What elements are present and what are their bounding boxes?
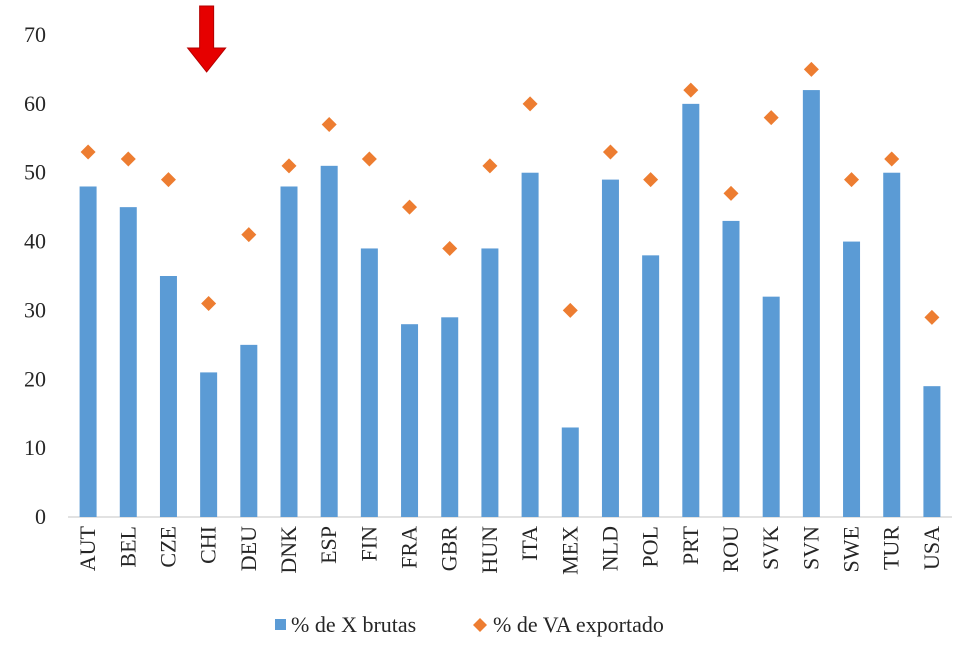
x-tick-label: MEX: [557, 526, 582, 575]
red-arrow-down-icon: [186, 5, 227, 73]
diamond-marker: [884, 151, 900, 167]
bar: [923, 386, 941, 517]
diamond-marker: [602, 144, 618, 160]
bar: [280, 186, 298, 517]
diamond-marker: [361, 151, 377, 167]
y-tick-label: 60: [24, 91, 46, 116]
diamond-marker: [402, 199, 418, 215]
x-tick-label: HUN: [477, 526, 502, 574]
diamond-marker: [522, 96, 538, 112]
y-tick-label: 0: [35, 504, 46, 529]
y-tick-label: 10: [24, 435, 46, 460]
x-tick-label: GBR: [437, 526, 462, 572]
x-tick-label: SWE: [839, 526, 864, 572]
y-tick-label: 30: [24, 297, 46, 322]
bar: [682, 103, 700, 517]
legend-label-bars: % de X brutas: [291, 612, 416, 637]
diamond-marker: [562, 302, 578, 318]
x-tick-label: TUR: [879, 526, 904, 570]
bar: [159, 276, 177, 517]
x-tick-label: USA: [919, 526, 944, 570]
x-tick-label: DEU: [236, 526, 261, 571]
legend-label-markers: % de VA exportado: [493, 612, 664, 637]
y-tick-label: 70: [24, 22, 46, 47]
annotation-arrow: [186, 5, 227, 73]
diamond-marker: [241, 227, 257, 243]
bar: [762, 296, 780, 517]
diamond-marker: [763, 110, 779, 126]
diamond-marker: [844, 172, 860, 188]
bar: [802, 90, 820, 517]
x-tick-label: CHI: [196, 526, 221, 564]
bar: [722, 220, 740, 517]
x-tick-label: PRT: [678, 525, 703, 565]
diamond-marker: [924, 309, 940, 325]
bar: [200, 372, 218, 517]
diamond-marker: [201, 296, 217, 312]
diamond-marker: [643, 172, 659, 188]
bar: [883, 172, 901, 517]
x-tick-label: CZE: [155, 526, 180, 568]
x-tick-label: SVK: [758, 526, 783, 570]
y-tick-label: 50: [24, 160, 46, 185]
x-tick-label: BEL: [115, 526, 140, 568]
x-tick-label: AUT: [75, 525, 100, 571]
bar: [79, 186, 97, 517]
bar: [119, 207, 137, 517]
diamond-marker: [80, 144, 96, 160]
x-tick-label: ITA: [517, 526, 542, 561]
x-tick-label: FRA: [397, 526, 422, 569]
x-tick-label: ESP: [316, 526, 341, 564]
bar: [401, 324, 419, 517]
bar: [481, 248, 499, 517]
bar: [240, 344, 258, 517]
diamond-marker: [160, 172, 176, 188]
legend-swatch-markers: [473, 618, 487, 632]
legend: % de X brutas % de VA exportado: [275, 612, 664, 637]
bar: [843, 241, 861, 518]
x-tick-label: POL: [638, 526, 663, 568]
bar-series: [79, 90, 941, 518]
x-tick-label: ROU: [718, 526, 743, 573]
diamond-marker: [723, 185, 739, 201]
bar: [521, 172, 539, 517]
diamond-marker: [321, 117, 337, 133]
bar: [320, 165, 338, 518]
bar: [601, 179, 619, 517]
x-axis-ticks: AUT BEL CZE CHI DEU DNK ESP FIN FRA GBR HUN ITA MEX N…: [75, 525, 944, 574]
y-axis-ticks: 0 10 20 30 40 50 60 70: [24, 22, 46, 529]
x-tick-label: NLD: [597, 526, 622, 571]
x-tick-label: FIN: [356, 526, 381, 562]
y-tick-label: 40: [24, 229, 46, 254]
diamond-marker: [442, 240, 458, 256]
bar: [642, 255, 660, 518]
diamond-marker: [683, 82, 699, 98]
bar: [360, 248, 378, 517]
bar: [441, 317, 459, 517]
diamond-marker: [281, 158, 297, 174]
legend-swatch-bars: [275, 619, 286, 630]
diamond-marker: [803, 61, 819, 77]
diamond-marker: [120, 151, 136, 167]
y-tick-label: 20: [24, 366, 46, 391]
bar: [561, 427, 579, 517]
x-tick-label: SVN: [798, 526, 823, 570]
marker-series: [80, 61, 940, 325]
diamond-marker: [482, 158, 498, 174]
x-tick-label: DNK: [276, 526, 301, 574]
